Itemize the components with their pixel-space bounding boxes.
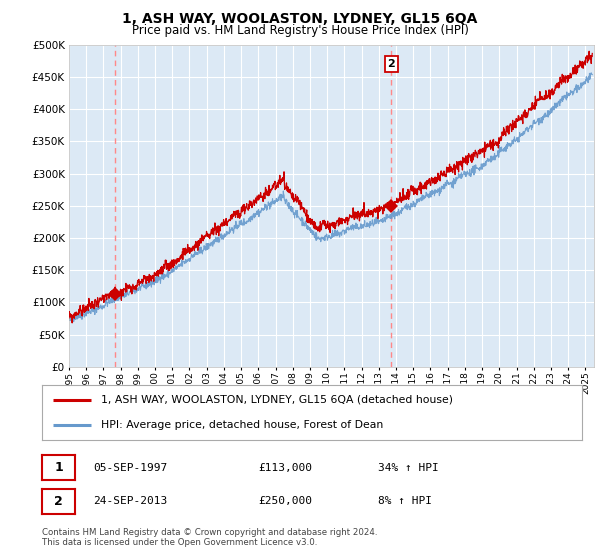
Text: Price paid vs. HM Land Registry's House Price Index (HPI): Price paid vs. HM Land Registry's House … bbox=[131, 24, 469, 36]
Text: HPI: Average price, detached house, Forest of Dean: HPI: Average price, detached house, Fore… bbox=[101, 420, 383, 430]
Text: 05-SEP-1997: 05-SEP-1997 bbox=[93, 463, 167, 473]
Text: £250,000: £250,000 bbox=[258, 496, 312, 506]
Text: Contains HM Land Registry data © Crown copyright and database right 2024.
This d: Contains HM Land Registry data © Crown c… bbox=[42, 528, 377, 547]
Text: 1: 1 bbox=[0, 559, 1, 560]
Text: 1: 1 bbox=[54, 461, 63, 474]
Text: 24-SEP-2013: 24-SEP-2013 bbox=[93, 496, 167, 506]
Text: £113,000: £113,000 bbox=[258, 463, 312, 473]
Text: 2: 2 bbox=[388, 59, 395, 69]
Text: 8% ↑ HPI: 8% ↑ HPI bbox=[378, 496, 432, 506]
Text: 1, ASH WAY, WOOLASTON, LYDNEY, GL15 6QA: 1, ASH WAY, WOOLASTON, LYDNEY, GL15 6QA bbox=[122, 12, 478, 26]
Text: 34% ↑ HPI: 34% ↑ HPI bbox=[378, 463, 439, 473]
Text: 2: 2 bbox=[54, 494, 63, 508]
Text: 1, ASH WAY, WOOLASTON, LYDNEY, GL15 6QA (detached house): 1, ASH WAY, WOOLASTON, LYDNEY, GL15 6QA … bbox=[101, 395, 454, 404]
